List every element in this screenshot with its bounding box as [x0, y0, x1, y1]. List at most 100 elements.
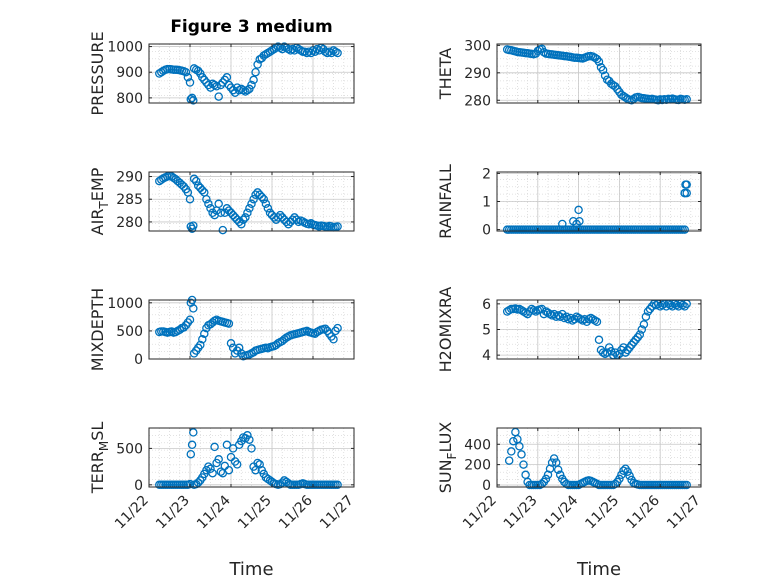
data-point	[600, 71, 610, 80]
data-point	[193, 66, 203, 76]
data-point	[257, 192, 267, 202]
subplot-7: 0 500 11/22 11/23 11/24 11/25 11/26 11/27 TERRMS…	[88, 422, 357, 580]
data-point	[208, 468, 217, 478]
x-tick-label: 11/25	[235, 493, 275, 533]
data-point	[598, 65, 608, 75]
data-point	[243, 431, 252, 440]
y-tick-label: 400	[464, 437, 491, 453]
data-point	[193, 478, 203, 487]
data-point	[509, 436, 518, 446]
data-point	[200, 75, 209, 85]
axes-box	[496, 43, 702, 104]
data-point	[206, 464, 215, 474]
data-point	[234, 343, 244, 353]
data-point	[629, 338, 638, 347]
data-point	[521, 308, 530, 318]
y-axis-label: AIRTEMP	[88, 167, 111, 235]
data-point	[278, 478, 287, 487]
data-point	[555, 312, 565, 321]
data-point	[639, 320, 649, 329]
y-tick-label: 800	[116, 91, 143, 107]
data-point	[198, 335, 207, 344]
data-point	[331, 47, 340, 56]
data-point	[682, 180, 691, 189]
data-point	[666, 300, 675, 310]
data-point	[619, 466, 628, 475]
data-point	[635, 330, 645, 339]
data-point	[185, 78, 195, 87]
axes-box	[148, 427, 355, 488]
x-tick-label: 11/22	[460, 493, 500, 533]
subplot-6: 4 5 6 H2OMIXRA	[436, 287, 702, 372]
data-point	[288, 44, 297, 54]
subplot-3: 280 285 290 AIRTEMP	[88, 167, 355, 235]
y-axis-label: THETA	[436, 48, 455, 100]
data-point	[549, 454, 559, 463]
x-tick-label: 11/27	[317, 493, 357, 533]
axes-box	[148, 43, 355, 104]
data-point	[224, 206, 234, 215]
data-point	[657, 300, 667, 310]
data-point	[232, 460, 242, 469]
y-tick-label: 1	[482, 195, 491, 211]
data-point	[243, 85, 252, 95]
data-point	[278, 44, 287, 54]
data-point	[224, 319, 234, 328]
data-point	[525, 307, 534, 316]
data-point	[594, 335, 604, 345]
data-point	[300, 47, 310, 56]
data-point	[245, 204, 254, 213]
y-axis-label: TERRMSL	[88, 422, 111, 495]
data-point	[253, 458, 262, 468]
data-point	[241, 213, 250, 222]
y-axis-label: PRESSURE	[88, 31, 107, 115]
data-point	[519, 460, 528, 469]
data-point	[680, 302, 689, 311]
y-tick-label: 0	[134, 352, 143, 368]
data-point	[196, 340, 205, 350]
data-point	[314, 46, 324, 55]
data-point	[325, 47, 334, 56]
data-point	[237, 219, 246, 229]
data-point	[641, 312, 651, 321]
x-axis-label: Time	[228, 559, 273, 580]
x-tick-label: 11/23	[501, 493, 541, 533]
data-point	[682, 188, 691, 198]
data-point	[220, 208, 230, 218]
subplot-2: 280 290 300 THETA	[436, 38, 702, 109]
data-point	[651, 300, 661, 310]
data-point	[216, 80, 226, 90]
data-point	[290, 46, 299, 55]
x-tick-label: 11/23	[153, 493, 193, 533]
data-point	[202, 194, 211, 204]
data-point	[214, 199, 223, 209]
data-point	[566, 313, 575, 323]
data-point	[643, 307, 653, 316]
data-point	[507, 447, 516, 456]
y-tick-label: 500	[116, 441, 143, 457]
data-point	[210, 80, 219, 90]
data-point	[253, 60, 262, 69]
axes-box	[148, 299, 355, 360]
data-point	[578, 316, 587, 325]
data-point	[523, 309, 532, 319]
data-point	[253, 188, 262, 197]
data-point	[306, 48, 316, 58]
data-point	[186, 449, 196, 459]
data-point	[198, 73, 207, 82]
y-tick-label: 290	[464, 66, 491, 82]
data-point	[189, 174, 199, 184]
data-point	[200, 329, 209, 338]
data-point	[249, 75, 258, 85]
data-point	[541, 474, 551, 484]
axes-box	[148, 171, 355, 232]
data-point	[637, 325, 647, 334]
data-point	[329, 335, 338, 344]
data-point	[204, 80, 213, 90]
data-point	[333, 480, 342, 490]
data-point	[327, 48, 336, 58]
data-point	[333, 222, 342, 231]
data-point	[533, 46, 543, 56]
data-point	[668, 302, 677, 311]
data-point	[625, 343, 634, 352]
